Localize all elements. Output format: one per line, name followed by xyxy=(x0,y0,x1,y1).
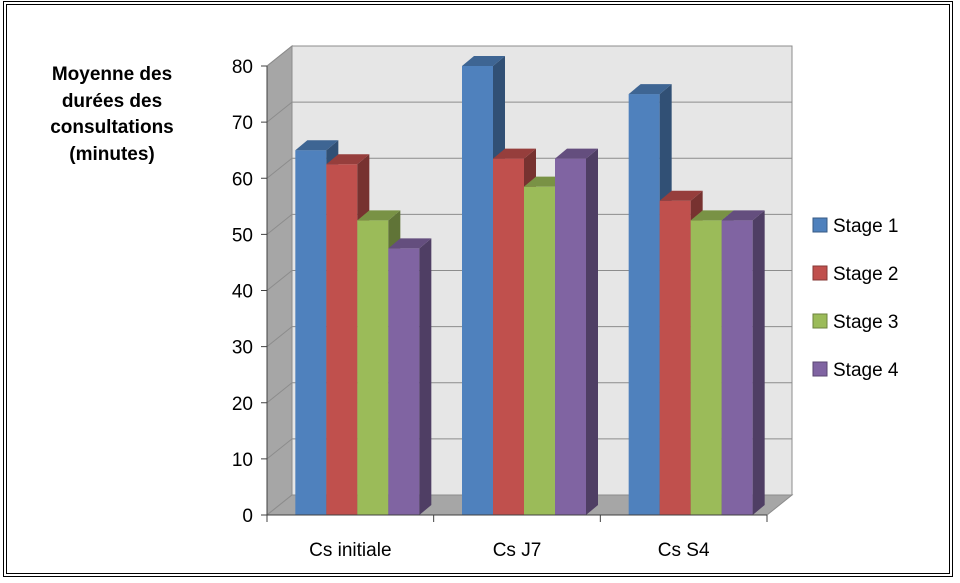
legend-label: Stage 4 xyxy=(833,360,899,381)
bar xyxy=(555,158,586,515)
y-axis-label-line: consultations xyxy=(50,117,174,138)
y-tick-label: 30 xyxy=(232,338,253,359)
gridline-side xyxy=(266,382,293,404)
x-tick-label: Cs S4 xyxy=(658,540,710,561)
bar-top xyxy=(659,190,703,201)
legend-label: Stage 1 xyxy=(833,216,899,237)
bar-top xyxy=(326,154,370,165)
y-axis-label: Moyenne des durées des consultations (mi… xyxy=(36,62,188,168)
chart-frame xyxy=(3,1,953,577)
legend-label: Stage 2 xyxy=(833,264,899,285)
y-axis-label-line: durées des xyxy=(61,90,163,112)
bar xyxy=(295,150,327,515)
bar-top xyxy=(295,140,339,151)
bar-top xyxy=(555,148,598,159)
bar xyxy=(357,220,389,515)
bars xyxy=(295,56,765,515)
y-axis-label-line: Moyenne des xyxy=(51,64,173,85)
axes: 0 10 20 30 40 50 60 70 80 Cs initiale Cs J7 Cs S4 xyxy=(232,57,768,561)
bar-side xyxy=(752,210,765,515)
bar-top xyxy=(628,84,672,95)
y-tick-label: 0 xyxy=(242,506,253,527)
y-tick-label: 80 xyxy=(232,57,253,78)
bar-top xyxy=(493,148,536,159)
gridline-side xyxy=(266,438,293,460)
bar-top xyxy=(721,210,765,221)
bar xyxy=(524,186,555,515)
bar-top xyxy=(690,210,734,221)
bar xyxy=(690,220,722,515)
bar xyxy=(326,164,358,515)
gridline-side xyxy=(266,45,293,67)
bar xyxy=(659,200,691,515)
y-tick-label: 60 xyxy=(232,169,253,190)
gridline-side xyxy=(266,213,293,235)
bar-side xyxy=(586,148,598,515)
legend-swatch xyxy=(812,361,828,377)
gridline-side xyxy=(266,101,293,123)
bar xyxy=(493,158,524,515)
bar-top xyxy=(357,210,401,221)
bar xyxy=(388,248,420,515)
gridline-side xyxy=(266,270,293,291)
gridline-side xyxy=(266,326,293,348)
bar xyxy=(628,94,660,515)
y-axis-label-line: (minutes) xyxy=(69,143,155,165)
x-tick-label: Cs J7 xyxy=(493,540,542,561)
x-tick-label: Cs initiale xyxy=(309,540,391,561)
y-tick-label: 40 xyxy=(232,282,253,303)
y-tick-label: 50 xyxy=(232,225,253,246)
bar-side xyxy=(419,238,432,515)
y-tick-label: 20 xyxy=(232,394,253,415)
legend-label: Stage 3 xyxy=(833,312,899,333)
legend-swatch xyxy=(812,265,828,281)
gridline-side xyxy=(266,157,293,179)
bar xyxy=(462,66,493,515)
legend: Stage 1 Stage 2 Stage 3 Stage 4 xyxy=(812,216,899,381)
bar-top xyxy=(462,56,505,66)
legend-swatch xyxy=(812,313,828,329)
bar-top xyxy=(388,238,432,249)
y-tick-label: 10 xyxy=(232,450,253,471)
bar xyxy=(721,220,753,515)
y-tick-label: 70 xyxy=(232,113,253,134)
legend-swatch xyxy=(812,217,828,233)
